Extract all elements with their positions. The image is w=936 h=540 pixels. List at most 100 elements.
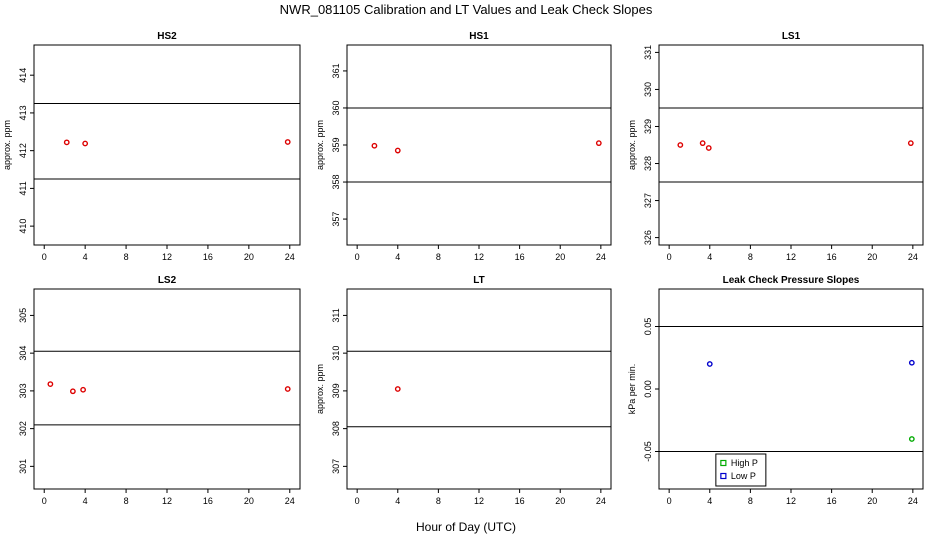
legend-label: Low P xyxy=(731,471,756,481)
data-point xyxy=(63,139,70,146)
y-tick-label: 0.05 xyxy=(643,318,653,336)
y-tick-label: 328 xyxy=(643,156,653,171)
data-point xyxy=(284,386,291,392)
y-tick-label: 302 xyxy=(18,421,28,436)
y-tick-label: 309 xyxy=(331,383,341,398)
x-tick-label: 0 xyxy=(667,252,672,262)
x-tick-label: 4 xyxy=(83,252,88,262)
y-tick-label: 411 xyxy=(18,181,28,195)
x-tick-label: 16 xyxy=(515,496,525,506)
legend-marker xyxy=(720,472,727,480)
data-point xyxy=(706,361,713,367)
panel-4: LT 0 4 8 12 16 20 24 307 308 309 310 311 approx. ppm xyxy=(315,275,612,506)
data-point xyxy=(677,142,684,148)
y-tick-label: 301 xyxy=(18,459,28,474)
y-tick-label: 412 xyxy=(18,143,28,158)
y-tick-label: 329 xyxy=(643,119,653,134)
plot-frame xyxy=(658,288,924,490)
y-tick-label: 357 xyxy=(331,212,341,227)
legend: High P Low P xyxy=(715,453,767,487)
y-axis-label: approx. ppm xyxy=(627,120,637,170)
y-tick-label: 413 xyxy=(18,105,28,120)
x-tick-label: 16 xyxy=(827,252,837,262)
data-point xyxy=(907,140,914,147)
x-tick-label: 20 xyxy=(555,252,565,262)
y-tick-label: -0.05 xyxy=(643,441,653,462)
panel-1: HS1 0 4 8 12 16 20 24 357 358 359 360 361 approx. ppm xyxy=(315,31,612,262)
y-tick-label: 360 xyxy=(331,100,341,115)
x-tick-label: 12 xyxy=(162,252,172,262)
x-tick-label: 4 xyxy=(395,496,400,506)
x-tick-label: 8 xyxy=(436,252,441,262)
x-tick-label: 0 xyxy=(42,496,47,506)
y-tick-label: 331 xyxy=(643,45,653,60)
x-tick-label: 12 xyxy=(162,496,172,506)
x-tick-label: 12 xyxy=(786,252,796,262)
data-point xyxy=(908,436,915,442)
panel-title: Leak Check Pressure Slopes xyxy=(723,275,860,286)
data-point xyxy=(595,140,602,147)
x-tick-label: 8 xyxy=(748,252,753,262)
x-tick-label: 0 xyxy=(42,252,47,262)
x-tick-label: 20 xyxy=(244,496,254,506)
plot-frame xyxy=(346,44,612,246)
x-tick-label: 20 xyxy=(244,252,254,262)
legend-marker xyxy=(720,459,727,467)
data-point xyxy=(284,139,291,145)
y-tick-label: 311 xyxy=(331,308,341,322)
x-tick-label: 8 xyxy=(748,496,753,506)
x-tick-label: 12 xyxy=(474,496,484,506)
x-tick-label: 4 xyxy=(707,496,712,506)
x-tick-label: 8 xyxy=(124,252,129,262)
y-axis-label: kPa per min. xyxy=(627,364,637,415)
data-point xyxy=(394,386,401,392)
data-point xyxy=(699,140,706,147)
x-tick-label: 0 xyxy=(355,252,360,262)
data-point xyxy=(705,145,712,151)
y-tick-label: 0.00 xyxy=(643,380,653,398)
panel-title: HS1 xyxy=(469,31,489,42)
panel-5: Leak Check Pressure Slopes 0 4 8 12 16 20 24 -0.… xyxy=(627,275,924,506)
x-tick-label: 0 xyxy=(355,496,360,506)
x-axis-label: Hour of Day (UTC) xyxy=(416,520,516,534)
plot-frame xyxy=(33,44,301,246)
y-tick-label: 361 xyxy=(331,63,341,78)
y-tick-label: 310 xyxy=(331,346,341,361)
data-point xyxy=(371,142,378,149)
x-tick-label: 0 xyxy=(667,496,672,506)
x-tick-label: 8 xyxy=(436,496,441,506)
x-tick-label: 24 xyxy=(596,496,606,506)
y-tick-label: 410 xyxy=(18,219,28,234)
y-tick-label: 308 xyxy=(331,421,341,436)
legend-label: High P xyxy=(731,458,758,468)
data-point xyxy=(394,147,401,154)
y-tick-label: 326 xyxy=(643,230,653,245)
y-tick-label: 304 xyxy=(18,346,28,361)
x-tick-label: 24 xyxy=(908,496,918,506)
panel-2: LS1 0 4 8 12 16 20 24 326 327 328 329 330 331 approx. … xyxy=(627,31,924,262)
panel-title: LS2 xyxy=(158,275,177,286)
x-tick-label: 24 xyxy=(908,252,918,262)
plot-frame xyxy=(658,44,924,246)
x-tick-label: 12 xyxy=(786,496,796,506)
x-tick-label: 20 xyxy=(555,496,565,506)
y-tick-label: 303 xyxy=(18,383,28,398)
x-tick-label: 16 xyxy=(203,496,213,506)
y-axis-label: approx. ppm xyxy=(315,364,325,414)
y-axis-label: approx. ppm xyxy=(2,120,12,170)
y-tick-label: 358 xyxy=(331,175,341,190)
y-axis-label: approx. ppm xyxy=(315,120,325,170)
panel-0: HS2 0 4 8 12 16 20 24 410 411 412 413 414 approx. ppm xyxy=(2,31,301,262)
x-tick-label: 12 xyxy=(474,252,484,262)
x-tick-label: 4 xyxy=(83,496,88,506)
x-tick-label: 4 xyxy=(395,252,400,262)
x-tick-label: 24 xyxy=(596,252,606,262)
y-tick-label: 305 xyxy=(18,308,28,323)
x-tick-label: 8 xyxy=(124,496,129,506)
panel-title: HS2 xyxy=(157,31,177,42)
panel-title: LS1 xyxy=(782,31,801,42)
x-tick-label: 24 xyxy=(285,252,295,262)
panel-3: LS2 0 4 8 12 16 20 24 301 302 303 304 305 xyxy=(18,275,301,506)
